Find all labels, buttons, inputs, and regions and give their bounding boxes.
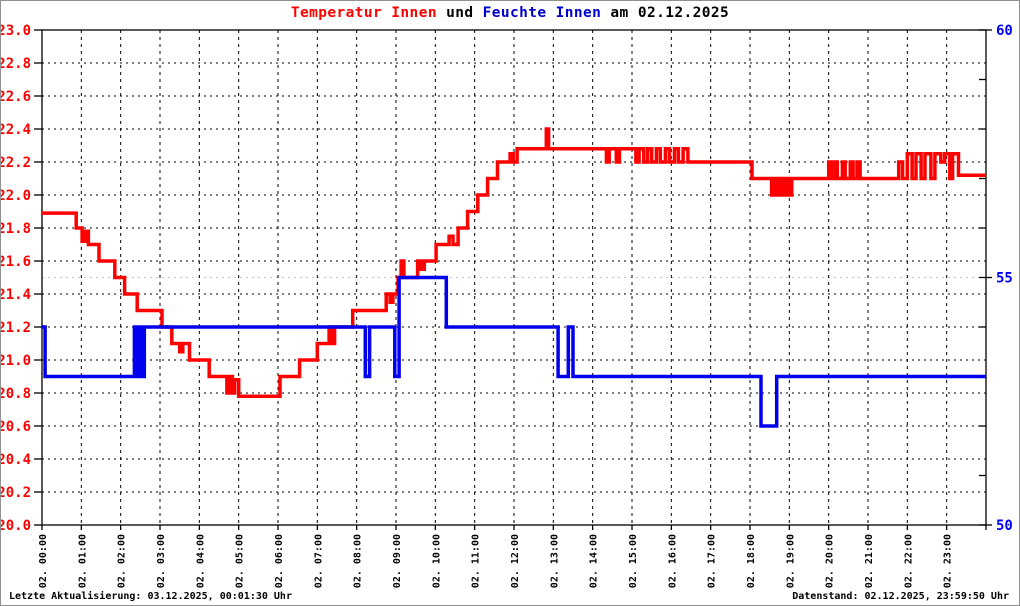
temperature-line	[42, 127, 986, 399]
x-axis-label: 02. 15:00	[628, 534, 639, 588]
x-axis-label: 02. 23:00	[943, 534, 954, 588]
x-axis-label: 02. 19:00	[785, 534, 796, 588]
x-axis-label: 02. 22:00	[903, 534, 914, 588]
x-axis-label: 02. 03:00	[156, 534, 167, 588]
x-axis-label: 02. 06:00	[274, 534, 285, 588]
x-axis-label: 02. 02:00	[117, 534, 128, 588]
left-axis-label: 20.6	[1, 419, 31, 435]
x-axis-label: 02. 18:00	[746, 534, 757, 588]
x-axis-label: 02. 20:00	[825, 534, 836, 588]
x-axis-label: 02. 10:00	[431, 534, 442, 588]
left-axis-label: 20.4	[1, 452, 31, 468]
x-axis-label: 02. 09:00	[392, 534, 403, 588]
title-part: und	[436, 5, 483, 21]
x-axis-label: 02. 21:00	[864, 534, 875, 588]
left-axis-label: 22.0	[1, 188, 31, 204]
left-axis-label: 21.4	[1, 287, 31, 303]
right-axis-label: 60	[996, 23, 1013, 39]
title-part: am 02.12.2025	[601, 5, 730, 21]
x-axis-label: 02. 16:00	[667, 534, 678, 588]
x-axis-label: 02. 04:00	[195, 534, 206, 588]
x-axis-label: 02. 00:00	[38, 534, 49, 588]
x-axis-label: 02. 11:00	[471, 534, 482, 588]
x-axis-label: 02. 14:00	[589, 534, 600, 588]
last-update-text: Letzte Aktualisierung: 03.12.2025, 00:01…	[9, 591, 292, 602]
x-axis-label: 02. 17:00	[707, 534, 718, 588]
x-axis-label: 02. 13:00	[549, 534, 560, 588]
left-axis-label: 22.2	[1, 155, 31, 171]
left-axis-label: 21.8	[1, 221, 31, 237]
left-axis-label: 23.0	[1, 23, 31, 39]
left-axis-label: 20.8	[1, 386, 31, 402]
left-axis-label: 22.8	[1, 56, 31, 72]
x-axis-label: 02. 08:00	[353, 534, 364, 588]
right-axis-label: 55	[996, 271, 1013, 287]
x-axis-label: 02. 05:00	[235, 534, 246, 588]
data-timestamp-text: Datenstand: 02.12.2025, 23:59:50 Uhr	[792, 591, 1009, 602]
left-axis-label: 21.2	[1, 320, 31, 336]
title-part: Feuchte Innen	[482, 5, 602, 21]
left-axis-label: 20.0	[1, 518, 31, 534]
left-axis-label: 21.0	[1, 353, 31, 369]
left-axis-label: 22.4	[1, 122, 31, 138]
x-axis-label: 02. 12:00	[510, 534, 521, 588]
humidity-line	[42, 275, 986, 428]
chart-title: Temperatur Innen und Feuchte Innen am 02…	[1, 5, 1019, 21]
title-part: Temperatur Innen	[290, 5, 437, 21]
x-axis-label: 02. 01:00	[77, 534, 88, 588]
right-axis-label: 50	[996, 518, 1013, 534]
left-axis-label: 22.6	[1, 89, 31, 105]
x-axis-label: 02. 07:00	[313, 534, 324, 588]
left-axis-label: 21.6	[1, 254, 31, 270]
left-axis-label: 20.2	[1, 485, 31, 501]
